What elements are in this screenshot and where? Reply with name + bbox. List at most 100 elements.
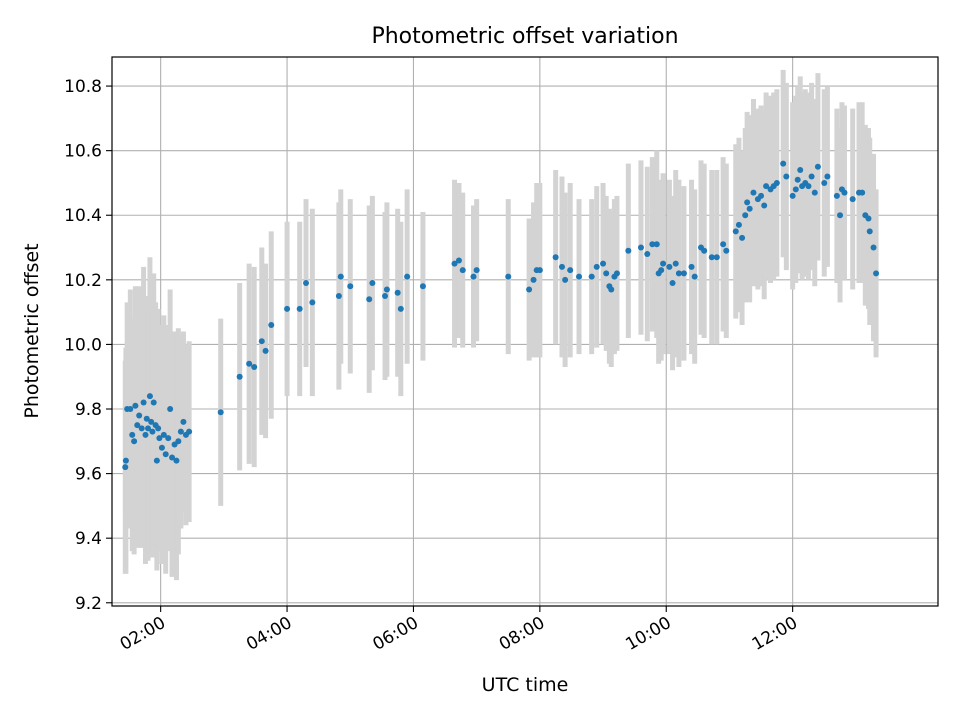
data-point bbox=[644, 250, 651, 257]
data-point bbox=[131, 438, 138, 445]
y-tick-label: 9.2 bbox=[75, 594, 102, 614]
y-axis-label: Photometric offset bbox=[21, 243, 43, 418]
data-point bbox=[735, 221, 742, 228]
data-point bbox=[383, 286, 390, 293]
data-point bbox=[536, 267, 543, 274]
data-point bbox=[347, 283, 354, 290]
data-point bbox=[552, 254, 559, 261]
data-point bbox=[143, 415, 150, 422]
data-point bbox=[794, 176, 801, 183]
x-axis-label: UTC time bbox=[482, 674, 569, 696]
data-point bbox=[742, 212, 749, 219]
data-point bbox=[708, 254, 715, 261]
data-point bbox=[303, 280, 310, 287]
data-point bbox=[608, 286, 615, 293]
data-point bbox=[129, 431, 136, 438]
data-point bbox=[680, 270, 687, 277]
data-point bbox=[186, 428, 193, 435]
data-point bbox=[470, 273, 477, 280]
data-point bbox=[701, 247, 708, 254]
data-point bbox=[459, 267, 466, 274]
data-point bbox=[593, 263, 600, 270]
data-point bbox=[688, 263, 695, 270]
data-point bbox=[603, 270, 610, 277]
data-points bbox=[122, 160, 880, 471]
data-point bbox=[637, 244, 644, 251]
data-point bbox=[750, 189, 757, 196]
data-point bbox=[873, 270, 880, 277]
data-point bbox=[658, 267, 665, 274]
data-point bbox=[167, 406, 174, 413]
data-point bbox=[870, 244, 877, 251]
data-point bbox=[149, 428, 156, 435]
data-point bbox=[217, 409, 224, 416]
data-point bbox=[567, 267, 574, 274]
grid bbox=[112, 57, 938, 606]
data-point bbox=[169, 454, 176, 461]
data-point bbox=[600, 260, 607, 267]
data-point bbox=[309, 299, 316, 306]
data-point bbox=[369, 280, 376, 287]
data-point bbox=[404, 273, 411, 280]
data-point bbox=[136, 412, 143, 419]
data-point bbox=[849, 196, 856, 203]
data-point bbox=[660, 260, 667, 267]
data-point bbox=[666, 263, 673, 270]
data-point bbox=[691, 273, 698, 280]
data-point bbox=[175, 438, 182, 445]
data-point bbox=[296, 305, 303, 312]
data-point bbox=[789, 192, 796, 199]
data-point bbox=[158, 444, 165, 451]
data-point bbox=[140, 399, 147, 406]
data-point bbox=[805, 183, 812, 190]
data-point bbox=[783, 173, 790, 180]
data-point bbox=[669, 280, 676, 287]
data-point bbox=[562, 276, 569, 283]
data-point bbox=[808, 173, 815, 180]
data-point bbox=[246, 360, 253, 367]
data-point bbox=[162, 451, 169, 458]
y-tick-label: 9.6 bbox=[75, 465, 102, 485]
data-point bbox=[394, 289, 401, 296]
data-point bbox=[156, 435, 163, 442]
data-point bbox=[653, 241, 660, 248]
data-point bbox=[792, 186, 799, 193]
data-point bbox=[138, 425, 145, 432]
data-point bbox=[625, 247, 632, 254]
data-point bbox=[780, 160, 787, 167]
data-point bbox=[824, 173, 831, 180]
plot-frame bbox=[111, 56, 939, 607]
data-point bbox=[713, 254, 720, 261]
data-point bbox=[723, 247, 730, 254]
data-point bbox=[675, 270, 682, 277]
data-point bbox=[811, 189, 818, 196]
data-point bbox=[153, 457, 160, 464]
data-point bbox=[744, 199, 751, 206]
y-tick-label: 10.6 bbox=[64, 142, 102, 162]
data-point bbox=[160, 431, 167, 438]
data-point bbox=[530, 276, 537, 283]
data-point bbox=[720, 241, 727, 248]
data-point bbox=[145, 425, 152, 432]
data-point bbox=[833, 192, 840, 199]
data-point bbox=[859, 189, 866, 196]
data-point bbox=[763, 183, 770, 190]
data-point bbox=[505, 273, 512, 280]
data-point bbox=[148, 418, 155, 425]
data-point bbox=[758, 192, 765, 199]
chart-title: Photometric offset variation bbox=[371, 24, 678, 49]
y-tick-label: 9.8 bbox=[75, 400, 102, 420]
data-point bbox=[739, 234, 746, 241]
y-axis-ticks: 9.2 9.4 9.6 9.8 10.0 10.2 10.4 10.6 10.8 bbox=[64, 77, 112, 614]
data-point bbox=[649, 241, 656, 248]
data-point bbox=[746, 205, 753, 212]
data-point bbox=[173, 457, 180, 464]
y-tick-label: 10.4 bbox=[64, 206, 102, 226]
data-point bbox=[455, 257, 462, 264]
data-point bbox=[142, 431, 149, 438]
y-tick-label: 10.8 bbox=[64, 77, 102, 97]
data-point bbox=[841, 189, 848, 196]
data-point bbox=[337, 273, 344, 280]
data-point bbox=[526, 286, 533, 293]
data-point bbox=[180, 418, 187, 425]
